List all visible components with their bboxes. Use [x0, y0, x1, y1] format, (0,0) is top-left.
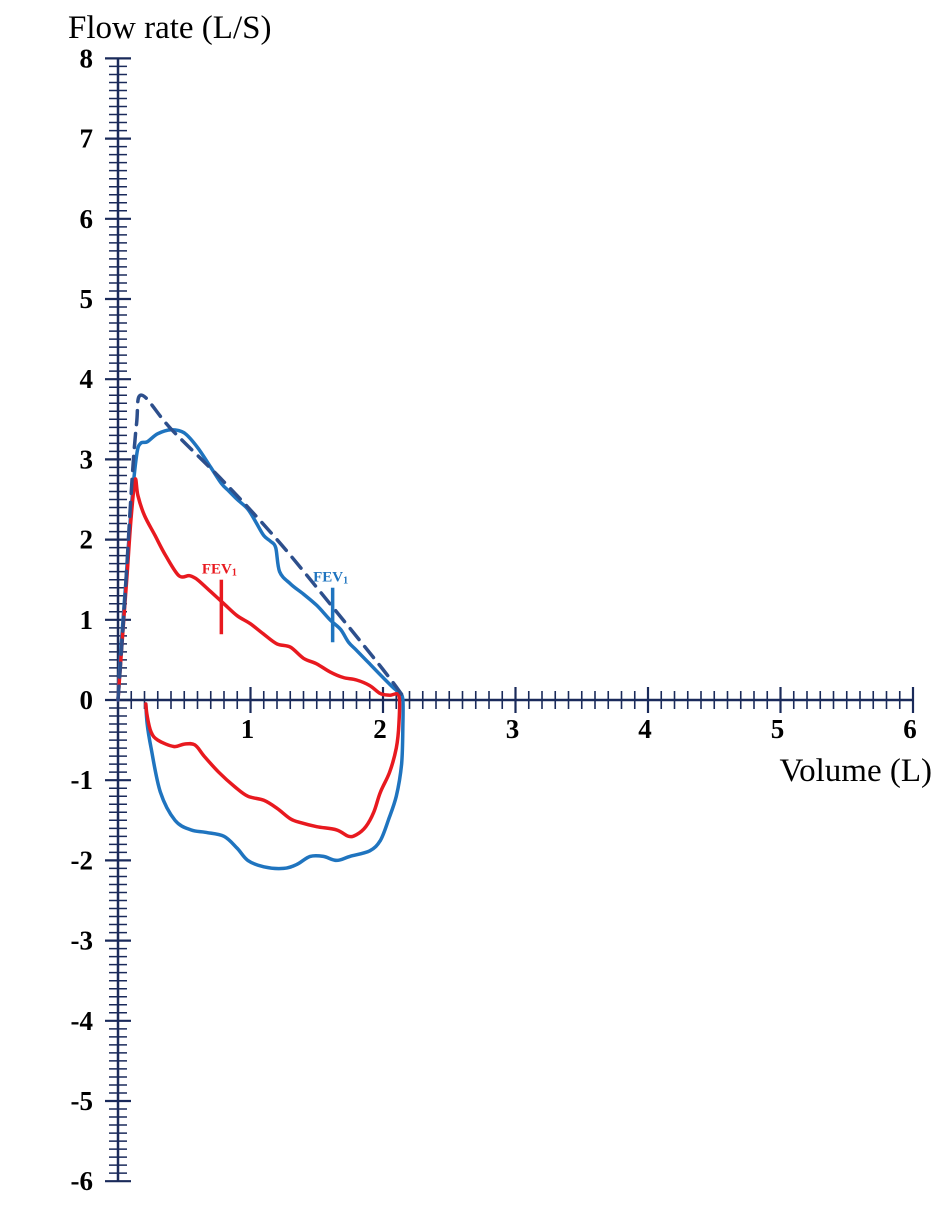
- y-tick-label: -5: [71, 1086, 94, 1116]
- y-tick-label: 3: [80, 444, 94, 474]
- axes: 1 2 3 4 5 6 8 7 6 5 4 3 2 1 0 -1 -2 -3 -4 -5 -6: [71, 43, 917, 1196]
- y-tick-label: -4: [71, 1006, 94, 1036]
- y-tick-label: 4: [80, 364, 94, 394]
- series-layer: [116, 393, 405, 871]
- x-tick-label: 2: [373, 714, 387, 744]
- fev1-label: FEV1: [202, 561, 237, 578]
- x-tick-label: 6: [903, 714, 917, 744]
- dashed-predicted-curve: [116, 393, 405, 702]
- y-tick-label: -6: [71, 1166, 94, 1196]
- y-axis-title: Flow rate (L/S): [68, 10, 271, 46]
- x-axis-title: Volume (L): [780, 753, 932, 789]
- annotation-layer: FEV1 FEV1: [202, 561, 348, 643]
- y-tick-label: 7: [80, 124, 94, 154]
- y-tick-label: 6: [80, 204, 94, 234]
- y-tick-label: -1: [71, 765, 94, 795]
- y-tick-label: 1: [80, 605, 94, 635]
- y-tick-label: 8: [80, 43, 94, 73]
- fev1-label: FEV1: [313, 569, 348, 586]
- x-tick-label: 4: [638, 714, 652, 744]
- y-tick-label: 0: [80, 685, 94, 715]
- x-tick-label: 1: [241, 714, 255, 744]
- y-tick-label: -2: [71, 845, 94, 875]
- x-tick-label: 5: [771, 714, 785, 744]
- red-flow-volume-loop: [116, 477, 402, 839]
- x-tick-label: 3: [506, 714, 520, 744]
- y-tick-label: 5: [80, 284, 94, 314]
- y-tick-label: 2: [80, 525, 94, 555]
- blue-flow-volume-loop: [116, 427, 405, 871]
- y-tick-label: -3: [71, 926, 94, 956]
